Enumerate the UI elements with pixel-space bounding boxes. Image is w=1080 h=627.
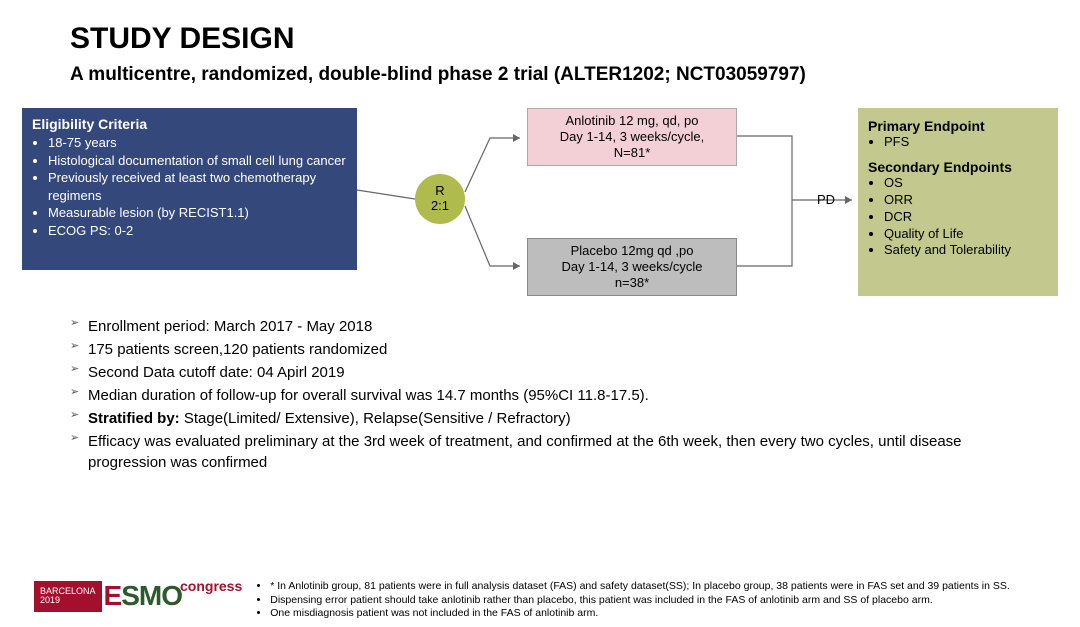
study-bullet-item: 175 patients screen,120 patients randomi…: [70, 339, 1040, 360]
eligibility-box: Eligibility Criteria 18-75 yearsHistolog…: [22, 108, 357, 270]
footnote-item: One misdiagnosis patient was not include…: [270, 607, 1060, 621]
study-flow-diagram: Eligibility Criteria 18-75 yearsHistolog…: [22, 100, 1058, 310]
secondary-endpoint-item: Safety and Tolerability: [884, 242, 1048, 259]
study-bullet-item: Stratified by: Stage(Limited/ Extensive)…: [70, 408, 1040, 429]
secondary-endpoint-item: OS: [884, 175, 1048, 192]
barcelona-badge: BARCELONA 2019: [34, 581, 102, 612]
arm-a-line3: N=81*: [538, 145, 726, 161]
eligibility-item: ECOG PS: 0-2: [48, 222, 347, 240]
primary-endpoint-title: Primary Endpoint: [868, 118, 1048, 134]
pd-label: PD: [817, 192, 835, 207]
primary-endpoint-list: PFS: [884, 134, 1048, 151]
primary-endpoint-item: PFS: [884, 134, 1048, 151]
endpoints-box: Primary Endpoint PFS Secondary Endpoints…: [858, 108, 1058, 296]
esmo-smo: SMO: [121, 580, 182, 611]
random-ratio: 2:1: [415, 199, 465, 214]
secondary-endpoint-item: DCR: [884, 209, 1048, 226]
arm-placebo: Placebo 12mg qd ,po Day 1-14, 3 weeks/cy…: [527, 238, 737, 296]
arm-b-line3: n=38*: [538, 275, 726, 291]
eligibility-item: Previously received at least two chemoth…: [48, 169, 347, 204]
slide-title: STUDY DESIGN: [70, 22, 1080, 56]
random-r: R: [415, 184, 465, 199]
study-bullets: Enrollment period: March 2017 - May 2018…: [70, 316, 1040, 473]
eligibility-title: Eligibility Criteria: [32, 116, 347, 132]
arm-a-line1: Anlotinib 12 mg, qd, po: [538, 113, 726, 129]
footnotes-list: * In Anlotinib group, 81 patients were i…: [254, 580, 1060, 621]
study-bullet-item: Enrollment period: March 2017 - May 2018: [70, 316, 1040, 337]
slide-footer: BARCELONA 2019 ESMO congress * In Anloti…: [0, 580, 1080, 621]
esmo-wordmark: ESMO: [104, 580, 182, 612]
slide-subtitle: A multicentre, randomized, double-blind …: [70, 64, 1080, 86]
secondary-endpoint-title: Secondary Endpoints: [868, 159, 1048, 175]
footnote-item: * In Anlotinib group, 81 patients were i…: [270, 580, 1060, 594]
year-text: 2019: [40, 596, 96, 605]
congress-text: congress: [180, 578, 242, 594]
secondary-endpoint-item: ORR: [884, 192, 1048, 209]
eligibility-item: 18-75 years: [48, 134, 347, 152]
arm-anlotinib: Anlotinib 12 mg, qd, po Day 1-14, 3 week…: [527, 108, 737, 166]
footnote-item: Dispensing error patient should take anl…: [270, 594, 1060, 608]
secondary-endpoint-list: OSORRDCRQuality of LifeSafety and Tolera…: [884, 175, 1048, 259]
eligibility-item: Histological documentation of small cell…: [48, 152, 347, 170]
esmo-e: E: [104, 580, 122, 611]
study-bullet-item: Efficacy was evaluated preliminary at th…: [70, 431, 1040, 473]
eligibility-list: 18-75 yearsHistological documentation of…: [48, 134, 347, 239]
randomization-node: R 2:1: [415, 174, 465, 224]
arm-b-line2: Day 1-14, 3 weeks/cycle: [538, 259, 726, 275]
secondary-endpoint-item: Quality of Life: [884, 226, 1048, 243]
arm-a-line2: Day 1-14, 3 weeks/cycle,: [538, 129, 726, 145]
study-bullet-item: Second Data cutoff date: 04 Apirl 2019: [70, 362, 1040, 383]
arm-b-line1: Placebo 12mg qd ,po: [538, 243, 726, 259]
esmo-logo: BARCELONA 2019 ESMO congress: [34, 580, 242, 612]
study-bullet-item: Median duration of follow-up for overall…: [70, 385, 1040, 406]
eligibility-item: Measurable lesion (by RECIST1.1): [48, 204, 347, 222]
